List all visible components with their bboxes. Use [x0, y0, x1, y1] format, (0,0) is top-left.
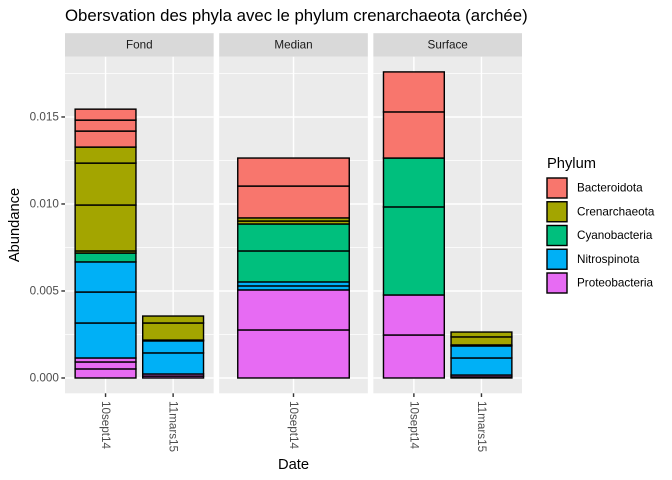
- bar-segment-crenarchaeota: [450, 331, 513, 338]
- stacked-bar: [74, 108, 137, 379]
- stacked-bar: [142, 315, 205, 379]
- bar-segment-nitrospinota: [450, 345, 513, 359]
- legend-item: Cyanobacteria: [546, 224, 653, 247]
- bar-segment-nitrospinota: [142, 340, 205, 354]
- bar-segment-nitrospinota: [142, 352, 205, 375]
- legend-item: Proteobacteria: [546, 272, 654, 294]
- y-tick-label: 0.005: [30, 284, 60, 297]
- chart-title: Obersvation des phyla avec le phylum cre…: [65, 6, 528, 25]
- bar-segment-bacteroidota: [74, 119, 137, 132]
- legend-item: Crenarchaeota: [546, 201, 655, 223]
- legend-label: Nitrospinota: [577, 253, 640, 266]
- facet-panel-fond: Fond: [65, 33, 214, 394]
- bar-segment-nitrospinota: [74, 291, 137, 324]
- stacked-bar: [382, 71, 446, 379]
- facet-strip: [219, 33, 368, 57]
- bar-segment-cyanobacteria: [74, 252, 137, 263]
- bar-segment-crenarchaeota: [74, 204, 137, 252]
- legend-item: Nitrospinota: [546, 248, 640, 270]
- bar-segment-bacteroidota: [74, 130, 137, 148]
- facet-label: Surface: [428, 38, 468, 51]
- legend-key: [546, 177, 568, 199]
- bar-segment-proteobacteria: [237, 329, 350, 379]
- bar-segment-proteobacteria: [74, 361, 137, 370]
- bar-segment-bacteroidota: [237, 157, 350, 187]
- facet-label: Median: [274, 38, 312, 51]
- legend: Phylum Bacteroidota Crenarchaeota Cyanobac…: [546, 156, 655, 294]
- bar-segment-crenarchaeota: [142, 315, 205, 324]
- bar-segment-bacteroidota: [382, 111, 446, 159]
- bar-segment-crenarchaeota: [74, 146, 137, 164]
- stacked-bar: [237, 157, 350, 379]
- bar-segment-proteobacteria: [382, 334, 446, 379]
- stacked-bar: [450, 331, 513, 379]
- y-tick-label: 0.010: [30, 197, 60, 210]
- bar-segment-proteobacteria: [74, 368, 137, 379]
- bar-segment-crenarchaeota: [142, 322, 205, 341]
- bar-segment-cyanobacteria: [237, 223, 350, 252]
- bar-segment-bacteroidota: [74, 108, 137, 121]
- legend-label: Bacteroidota: [577, 182, 643, 195]
- bar-segment-cyanobacteria: [237, 250, 350, 283]
- legend-label: Crenarchaeota: [577, 205, 655, 218]
- facet-panel-median: Median: [219, 33, 368, 394]
- bar-segment-crenarchaeota: [74, 162, 137, 206]
- bar-segment-cyanobacteria: [382, 157, 446, 208]
- bar-segment-crenarchaeota: [450, 336, 513, 346]
- y-tick-label: 0.015: [30, 110, 60, 123]
- bar-segment-nitrospinota: [450, 357, 513, 376]
- x-axis-title: Date: [278, 457, 309, 473]
- legend-key: [546, 248, 568, 270]
- facet-strip: [373, 33, 523, 57]
- x-tick-label: 11mars15: [167, 401, 180, 453]
- axes: 10sept14 11mars15 10sept14 10sept14 11mars15…: [30, 110, 488, 452]
- bar-segment-nitrospinota: [74, 261, 137, 293]
- y-tick-label: 0.000: [30, 371, 60, 384]
- bar-segment-bacteroidota: [382, 71, 446, 113]
- x-tick-label: 10sept14: [99, 401, 112, 450]
- bar-segment-proteobacteria: [382, 294, 446, 336]
- x-tick-label: 10sept14: [407, 401, 420, 450]
- x-tick-label: 10sept14: [287, 401, 300, 450]
- facet-panels: Fond Median Surface: [65, 33, 523, 394]
- bar-segment-proteobacteria: [237, 289, 350, 331]
- legend-title: Phylum: [547, 156, 596, 172]
- bar-segment-nitrospinota: [74, 322, 137, 359]
- facet-label: Fond: [126, 38, 153, 51]
- legend-label: Cyanobacteria: [577, 229, 653, 242]
- legend-key: [546, 201, 568, 223]
- legend-key: [546, 272, 568, 294]
- bar-segment-bacteroidota: [237, 185, 350, 219]
- legend-label: Proteobacteria: [577, 277, 654, 290]
- legend-item: Bacteroidota: [546, 177, 643, 199]
- facet-panel-surface: Surface: [373, 33, 523, 394]
- y-axis-title: Abundance: [7, 188, 23, 262]
- bar-segment-cyanobacteria: [382, 206, 446, 296]
- facet-strip: [65, 33, 214, 57]
- legend-key: [546, 224, 568, 247]
- x-tick-label: 11mars15: [475, 401, 488, 453]
